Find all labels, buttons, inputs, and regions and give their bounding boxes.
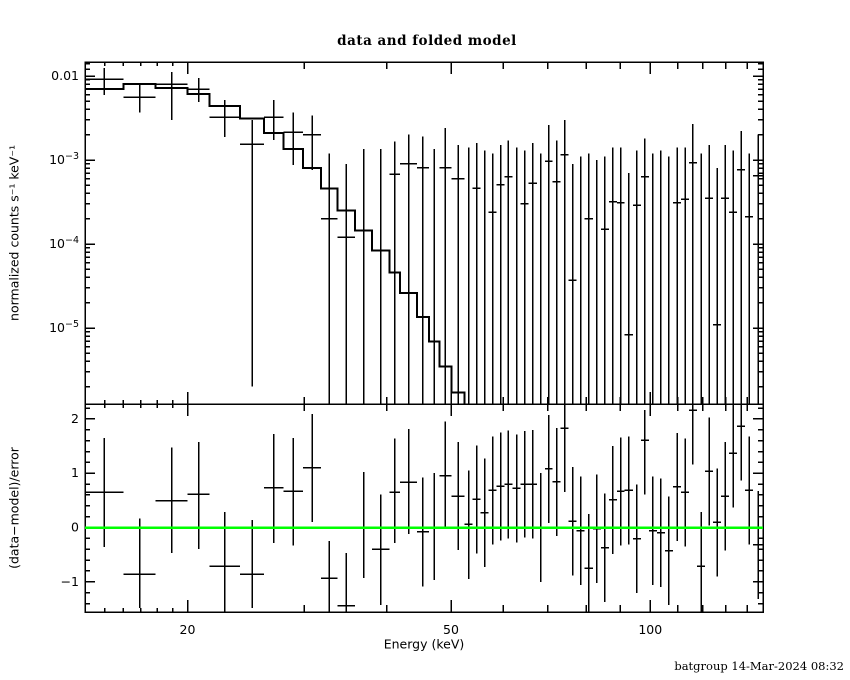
y-tick-label: 10−5 — [49, 319, 79, 335]
plot-title: data and folded model — [337, 33, 517, 49]
x-tick-label: 100 — [638, 622, 662, 637]
footer-timestamp: batgroup 14-Mar-2024 08:32 — [674, 659, 844, 673]
y-tick-label: 10−4 — [49, 235, 79, 251]
x-tick-label: 50 — [443, 622, 459, 637]
y-tick-label: 1 — [71, 465, 79, 480]
y-tick-label: −1 — [61, 574, 79, 589]
bottom-panel-frame — [84, 403, 764, 613]
y-tick-label: 10−3 — [49, 151, 79, 167]
x-tick-label: 20 — [180, 622, 196, 637]
y-tick-label: 0.01 — [51, 68, 79, 83]
y-axis-label-residuals: (data−model)/error — [6, 447, 22, 569]
y-tick-label: 0 — [71, 520, 79, 535]
y-tick-label: 2 — [71, 411, 79, 426]
x-axis-label: Energy (keV) — [383, 636, 465, 652]
y-axis-label-counts: normalized counts s⁻¹ keV⁻¹ — [6, 145, 22, 321]
